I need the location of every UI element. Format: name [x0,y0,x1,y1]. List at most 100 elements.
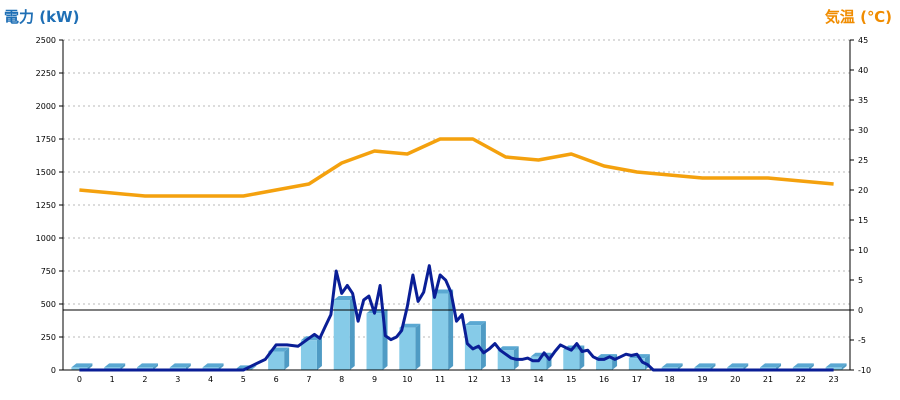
power-bar-side [480,321,486,370]
x-tick-label: 18 [665,375,675,384]
power-bar-front [268,351,285,370]
series-lines [79,137,834,372]
power-bar-side [743,363,749,370]
x-tick-label: 13 [501,375,511,384]
right-tick-label: 20 [858,186,868,195]
power-bar [596,354,618,370]
x-tick-label: 14 [533,375,543,384]
power-bar-top [694,363,716,368]
right-tick-label: 35 [858,96,868,105]
x-tick-label: 22 [796,375,806,384]
x-tick-label: 8 [339,375,344,384]
power-bar-front [399,327,416,370]
power-bar-front [71,367,88,370]
x-tick-label: 9 [372,375,377,384]
power-bar-side [152,363,158,370]
power-bar-side [218,363,224,370]
left-tick-label: 1750 [36,135,56,144]
x-tick-label: 19 [697,375,707,384]
right-tick-label: 10 [858,246,868,255]
x-tick-label: 6 [274,375,279,384]
power-bar-top [136,363,158,368]
power-bar-top [464,321,486,326]
left-tick-label: 2250 [36,69,56,78]
x-tick-label: 23 [829,375,839,384]
power-bar-top [71,363,93,368]
power-bar-side [415,323,421,370]
power-bar-top [661,363,683,368]
power-bar-top [169,363,191,368]
power-bar-side [677,363,683,370]
x-tick-label: 4 [208,375,213,384]
x-tick-label: 1 [110,375,115,384]
temperature-line [79,137,834,198]
power-bar-side [284,347,290,370]
x-tick-label: 11 [435,375,445,384]
left-tick-label: 1000 [36,234,56,243]
right-tick-label: -10 [858,366,871,375]
x-tick-label: 0 [77,375,82,384]
power-bar [71,363,93,370]
x-tick-label: 3 [175,375,180,384]
right-tick-label: 40 [858,66,868,75]
power-bar-top [727,363,749,368]
power-bar-front [596,358,613,370]
power-bar-front [333,300,350,370]
power-bar-side [349,296,355,370]
power-bar-top [104,363,126,368]
power-bar-top [497,346,519,351]
power-bars [71,289,847,370]
x-tick-label: 15 [566,375,576,384]
x-tick-label: 16 [599,375,609,384]
power-line [79,264,834,372]
power-bar-side [710,363,716,370]
left-tick-label: 750 [41,267,56,276]
power-bar-top [333,296,355,301]
power-bar-front [300,340,317,370]
right-tick-label: 30 [858,126,868,135]
left-tick-label: 500 [41,300,56,309]
power-bar-top [825,363,847,368]
power-bar [432,289,454,370]
power-bar-side [120,363,126,370]
right-tick-label: 15 [858,216,868,225]
left-tick-label: 0 [51,366,56,375]
power-bar-front [563,349,580,370]
left-tick-label: 2000 [36,102,56,111]
power-bar-side [841,363,847,370]
power-bar [825,363,847,370]
power-bar-top [202,363,224,368]
left-tick-label: 1250 [36,201,56,210]
left-tick-label: 250 [41,333,56,342]
right-tick-label: 5 [858,276,863,285]
power-bar-front [628,358,645,370]
power-bar-front [432,293,449,370]
power-bar-top [792,363,814,368]
power-bar [399,323,421,370]
x-tick-label: 20 [730,375,740,384]
x-tick-label: 7 [306,375,311,384]
power-bar-side [87,363,93,370]
x-tick-label: 12 [468,375,478,384]
power-bar-top [760,363,782,368]
power-bar-front [825,367,842,370]
right-tick-label: 25 [858,156,868,165]
power-bar-side [185,363,191,370]
power-bar-side [808,363,814,370]
left-tick-label: 2500 [36,36,56,45]
right-tick-label: -5 [858,336,866,345]
x-tick-label: 2 [142,375,147,384]
right-tick-label: 45 [858,36,868,45]
right-axis-title: 気温 (℃) [824,8,892,26]
left-tick-label: 1500 [36,168,56,177]
power-bar-side [251,365,257,370]
power-bar-front [366,313,383,370]
left-axis-title: 電力 (kW) [4,8,80,26]
power-bar [333,296,355,370]
right-tick-label: 0 [858,306,863,315]
x-tick-label: 5 [241,375,246,384]
x-tick-label: 17 [632,375,642,384]
power-bar-side [776,363,782,370]
x-tick-label: 10 [402,375,412,384]
